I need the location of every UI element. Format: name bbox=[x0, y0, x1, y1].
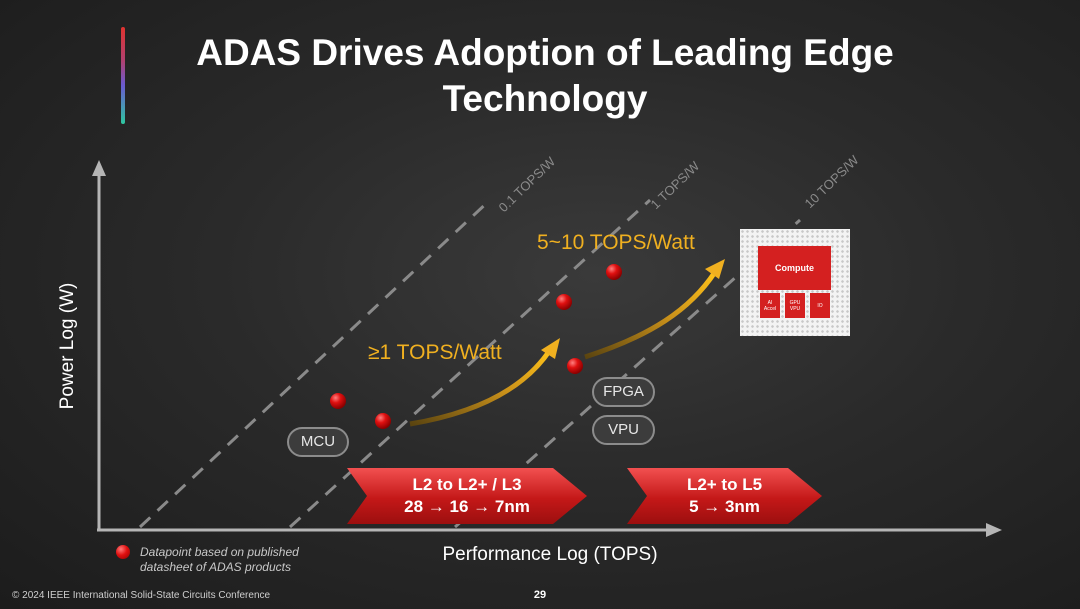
datapoint bbox=[606, 264, 622, 280]
growth-arrow-1-head bbox=[541, 338, 560, 359]
legend-datapoint-icon bbox=[116, 545, 130, 559]
chip-gpu-block: GPU VPU bbox=[785, 293, 805, 318]
efficiency-line-1 bbox=[288, 198, 652, 529]
datapoint bbox=[567, 358, 583, 374]
page-number: 29 bbox=[533, 589, 547, 601]
y-axis-arrowhead bbox=[92, 160, 106, 176]
growth-arrow-2 bbox=[584, 270, 718, 360]
legend-footnote: Datapoint based on published datasheet o… bbox=[140, 545, 299, 574]
efficiency-line-0.1 bbox=[138, 198, 492, 529]
fpga-pill: FPGA bbox=[592, 377, 655, 407]
chevron-title: L2 to L2+ / L3 bbox=[412, 475, 522, 494]
datapoint bbox=[330, 393, 346, 409]
chevron-l2-l3: L2 to L2+ / L3 28 → 16 → 7nm bbox=[347, 468, 587, 524]
vpu-pill: VPU bbox=[592, 415, 655, 445]
datapoint bbox=[556, 294, 572, 310]
chevron-title: L2+ to L5 bbox=[686, 475, 763, 494]
x-axis-label: Performance Log (TOPS) bbox=[442, 544, 658, 565]
efficiency-annotation-range: 5~10 TOPS/Watt bbox=[537, 231, 695, 254]
chevron-l2plus-l5: L2+ to L5 5 → 3nm bbox=[627, 468, 822, 524]
soc-chip-icon: Compute AI Accel GPU VPU IO bbox=[740, 229, 850, 336]
chip-io-block: IO bbox=[810, 293, 830, 318]
growth-arrow-1 bbox=[409, 348, 553, 427]
title-accent-bar bbox=[121, 27, 125, 124]
chevron-node: 5 → 3nm bbox=[689, 497, 760, 516]
mcu-pill: MCU bbox=[287, 427, 349, 457]
growth-arrow-2-head bbox=[705, 259, 725, 279]
copyright-text: © 2024 IEEE International Solid-State Ci… bbox=[12, 590, 271, 601]
datapoint bbox=[375, 413, 391, 429]
x-axis-arrowhead bbox=[986, 523, 1002, 537]
chip-compute-block: Compute bbox=[758, 246, 831, 290]
chip-ai-block: AI Accel bbox=[760, 293, 780, 318]
efficiency-annotation-ge1: ≥1 TOPS/Watt bbox=[368, 341, 502, 364]
slide-title: ADAS Drives Adoption of Leading Edge Tec… bbox=[140, 30, 950, 122]
y-axis-label: Power Log (W) bbox=[57, 282, 78, 410]
chevron-node: 28 → 16 → 7nm bbox=[404, 497, 530, 516]
title-line-1: ADAS Drives Adoption of Leading Edge bbox=[196, 32, 894, 73]
title-line-2: Technology bbox=[442, 78, 648, 119]
